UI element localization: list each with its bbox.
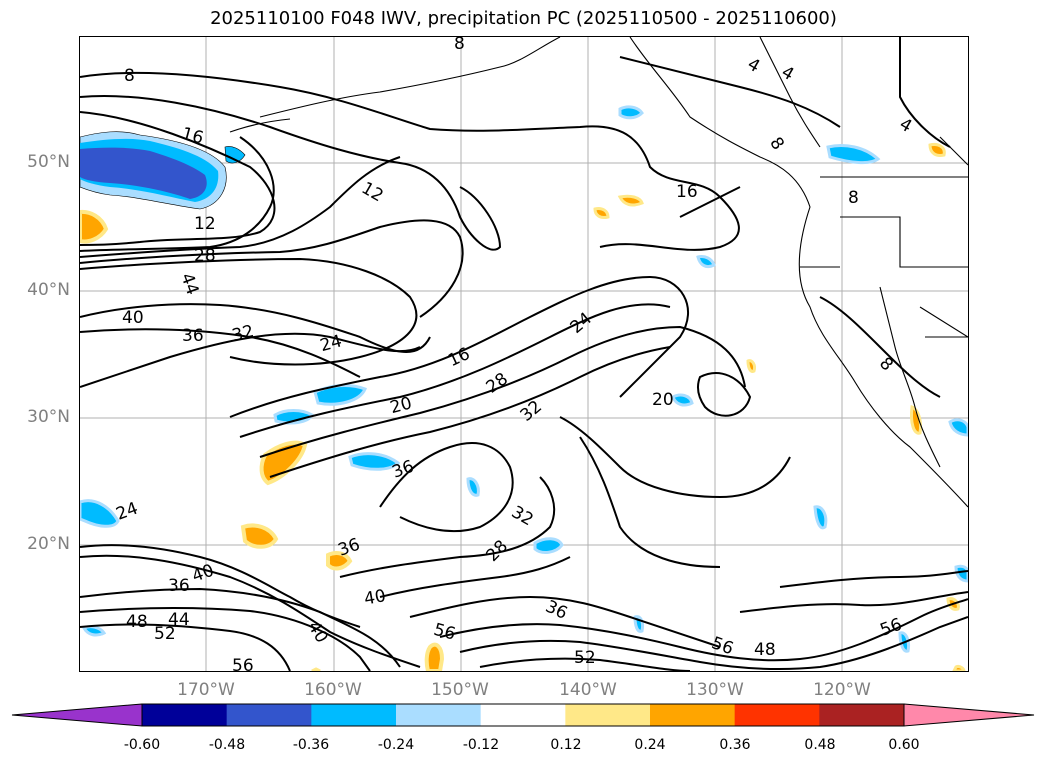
contour-label: 4	[778, 62, 797, 85]
colorbar-tick: -0.24	[377, 737, 415, 753]
lat-label-50n: 50°N	[27, 152, 70, 172]
contour-label: 40	[190, 561, 217, 587]
contour-label: 8	[765, 134, 788, 154]
contour-label: 52	[154, 624, 176, 644]
colorbar-extend-low	[11, 703, 143, 727]
colorbar-tick: 0.24	[634, 737, 666, 753]
contour-label: 40	[122, 308, 144, 328]
colorbar-outline	[141, 703, 905, 727]
lat-label-30n: 30°N	[27, 407, 70, 427]
contour-label: 8	[875, 354, 897, 376]
graticule	[80, 37, 968, 671]
lon-label-170w: 170°W	[177, 680, 235, 700]
lon-label-140w: 140°W	[559, 680, 617, 700]
contour-label: 52	[574, 648, 596, 668]
colorbar-tick: 0.48	[804, 737, 836, 753]
contour-label: 56	[709, 633, 736, 659]
contour-label: 40	[303, 618, 331, 647]
lat-label-20n: 20°N	[27, 534, 70, 554]
contour-label: 8	[124, 66, 135, 86]
colorbar	[11, 703, 1035, 727]
contour-label: 28	[483, 536, 512, 565]
contour-label: 48	[126, 612, 148, 632]
contour-label: 8	[848, 188, 859, 208]
contour-label: 32	[230, 321, 256, 346]
contour-label: 4	[744, 54, 763, 77]
map-canvas: 8 16 12 12 28 44 40 36 32 24 16 24 28 20…	[80, 37, 968, 671]
colorbar-segment	[734, 704, 820, 726]
lon-label-120w: 120°W	[813, 680, 871, 700]
contour-label: 4	[896, 114, 915, 137]
contour-label: 48	[754, 640, 776, 660]
contour-label: 40	[363, 586, 388, 609]
colorbar-segment	[650, 704, 736, 726]
precip-positive	[80, 143, 966, 671]
iwv-contours	[80, 37, 968, 671]
colorbar-segment	[226, 704, 312, 726]
contour-label: 32	[508, 502, 537, 530]
contour-label: 24	[318, 331, 344, 356]
colorbar-tick: 0.36	[719, 737, 751, 753]
map-title: 2025110100 F048 IWV, precipitation PC (2…	[210, 8, 837, 29]
colorbar-tick: -0.60	[123, 737, 161, 753]
contour-label: 28	[483, 369, 512, 398]
colorbar-segment	[396, 704, 482, 726]
colorbar-segments	[11, 703, 1035, 727]
lon-label-150w: 150°W	[431, 680, 489, 700]
contour-label: 44	[176, 271, 202, 298]
contour-label: 16	[676, 182, 698, 202]
contour-label: 44	[168, 610, 190, 630]
contour-label: 8	[454, 37, 465, 54]
colorbar-segment	[565, 704, 651, 726]
lat-label-40n: 40°N	[27, 280, 70, 300]
contour-label: 36	[182, 326, 204, 346]
contour-label: 56	[431, 620, 457, 645]
precip-negative	[80, 105, 968, 653]
map-frame: 8 16 12 12 28 44 40 36 32 24 16 24 28 20…	[79, 36, 969, 672]
coastlines	[229, 37, 968, 508]
colorbar-tick: 0.60	[888, 737, 920, 753]
lon-label-130w: 130°W	[686, 680, 744, 700]
colorbar-segment	[142, 704, 228, 726]
contour-label: 32	[517, 397, 546, 426]
contour-label: 12	[358, 178, 387, 206]
contour-label: 20	[652, 390, 674, 410]
colorbar-tick: -0.48	[208, 737, 246, 753]
contour-label: 12	[194, 214, 216, 234]
colorbar-tick: -0.12	[462, 737, 500, 753]
colorbar-extend-high	[903, 703, 1035, 727]
colorbar-tick: -0.36	[292, 737, 330, 753]
contour-label: 28	[194, 246, 216, 266]
lon-label-160w: 160°W	[304, 680, 362, 700]
contour-label: 56	[232, 656, 254, 671]
colorbar-segment	[311, 704, 397, 726]
contour-label: 36	[168, 576, 190, 596]
colorbar-tick: 0.12	[550, 737, 582, 753]
contour-label: 24	[567, 309, 596, 338]
colorbar-segment	[819, 704, 905, 726]
colorbar-segment	[480, 704, 566, 726]
